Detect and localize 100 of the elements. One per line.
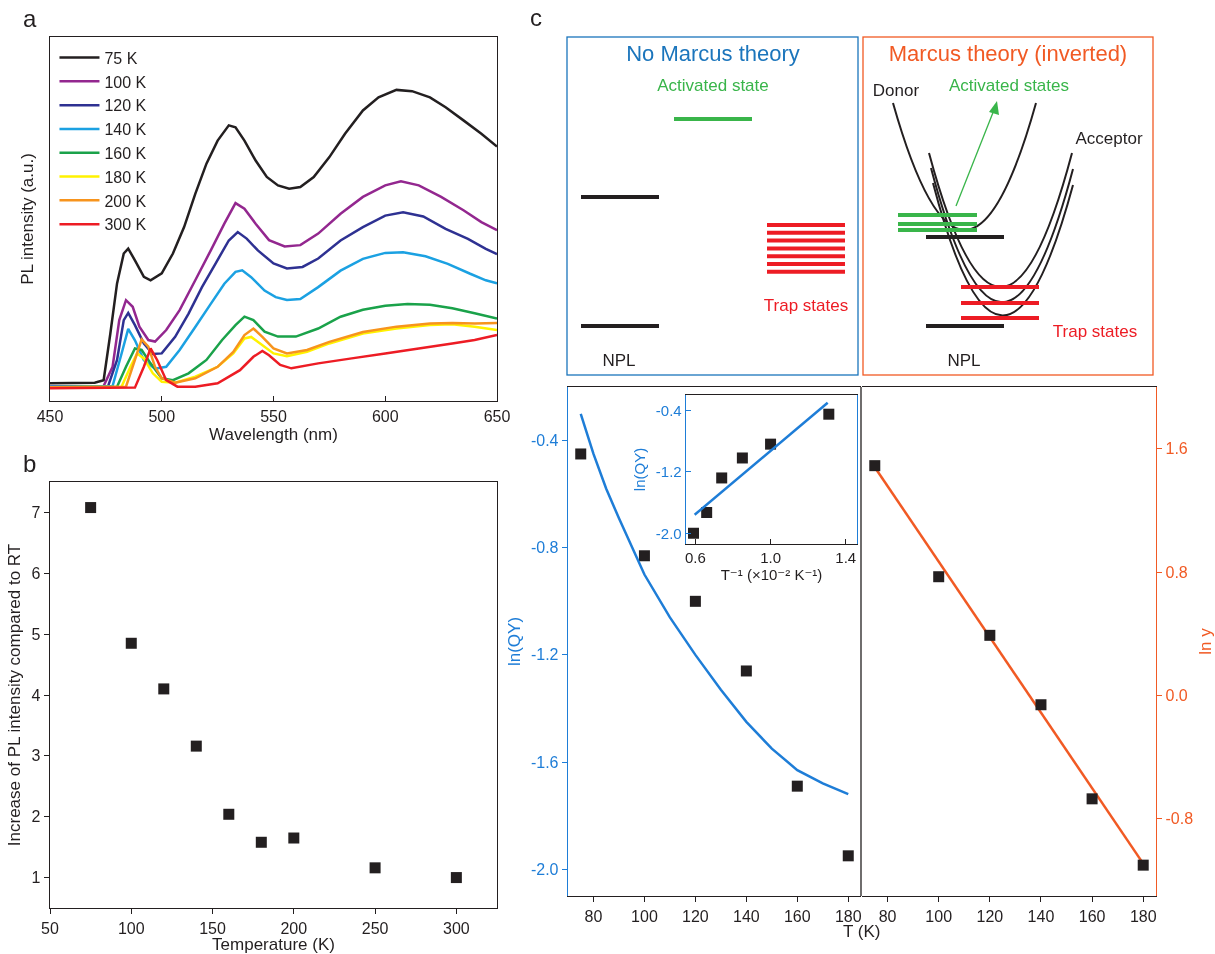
y-tick-label: -0.4: [655, 401, 682, 419]
x-axis-title: Temperature (K): [212, 935, 335, 954]
y-tick-label: 6: [31, 564, 41, 582]
x-tick-label: 550: [260, 407, 287, 425]
y-tick-label: 4: [31, 686, 41, 704]
y-tick-label: -2.0: [655, 524, 682, 542]
y-axis-title: ln(QY): [631, 447, 649, 492]
y-axis-title: ln(QY): [504, 616, 524, 667]
point: [701, 507, 713, 519]
y-tick-label: -1.6: [530, 753, 559, 771]
point: [689, 595, 701, 607]
x-axis-title: T (K): [843, 922, 881, 941]
x-tick-label: 140: [1027, 907, 1055, 925]
point: [736, 452, 748, 464]
x-tick-label: 120: [682, 907, 709, 925]
y-axis-title: Increase of PL intensity compared to RT: [5, 543, 25, 847]
x-tick-label: 0.6: [684, 549, 706, 567]
legend-label: 75 K: [104, 49, 138, 67]
y-tick-label: -1.2: [530, 646, 559, 664]
point: [740, 665, 752, 677]
legend-label: 300 K: [104, 216, 147, 234]
point: [869, 460, 881, 472]
y-tick-label: -2.0: [530, 860, 559, 878]
x-tick-label: 200: [280, 919, 308, 937]
point: [823, 408, 835, 420]
legend-label: 100 K: [104, 73, 147, 91]
point: [190, 740, 202, 752]
point: [933, 571, 945, 583]
y2-axis-title: ln y: [1196, 627, 1215, 655]
point: [1086, 793, 1098, 805]
x-tick-label: 180: [1129, 907, 1157, 925]
y-tick-label: -0.4: [530, 432, 559, 450]
text: Marcus theory (inverted): [888, 41, 1128, 66]
y2-tick-label: 0.8: [1165, 563, 1188, 581]
point: [255, 836, 267, 848]
point: [716, 472, 728, 484]
point: [984, 629, 996, 641]
y2-tick-label: -0.8: [1165, 810, 1194, 828]
y-tick-label: -0.8: [530, 539, 559, 557]
x-tick-label: 600: [371, 407, 399, 425]
text: Acceptor: [1075, 129, 1143, 148]
point: [125, 637, 137, 649]
point: [842, 850, 854, 862]
x-axis-title: Wavelength (nm): [209, 424, 338, 444]
y2-tick-label: 0.0: [1165, 687, 1188, 705]
point: [158, 683, 170, 695]
text: Trap states: [1052, 322, 1138, 341]
x-tick-label: 80: [878, 907, 897, 925]
text: Donor: [872, 81, 920, 100]
x-tick-label: 140: [733, 907, 760, 925]
point: [85, 502, 97, 514]
x-tick-label: 450: [36, 407, 64, 425]
point: [369, 862, 381, 874]
legend-label: 200 K: [104, 192, 147, 210]
x-tick-label: 100: [117, 919, 145, 937]
point: [1137, 859, 1149, 871]
y-tick-label: 7: [31, 504, 41, 522]
x-axis-title: T⁻¹ (×10⁻² K⁻¹): [720, 566, 823, 584]
x-tick-label: 150: [199, 919, 226, 937]
text: Trap states: [763, 296, 849, 315]
point: [223, 808, 235, 820]
legend-label: 120 K: [104, 97, 147, 115]
y-tick-label: 1: [31, 869, 41, 887]
point: [638, 550, 650, 562]
text: Activated state: [657, 76, 769, 95]
y-tick-label: -1.2: [655, 463, 682, 481]
y-tick-label: 2: [31, 808, 41, 826]
x-tick-label: 100: [631, 907, 658, 925]
text: a: [23, 5, 37, 32]
point: [688, 527, 700, 539]
x-tick-label: 160: [783, 907, 811, 925]
x-tick-label: 80: [584, 907, 603, 925]
y2-tick-label: 1.6: [1165, 440, 1188, 458]
x-tick-label: 1.4: [835, 549, 857, 567]
x-tick-label: 650: [483, 407, 511, 425]
text: c: [530, 4, 542, 31]
x-tick-label: 1.0: [760, 549, 781, 567]
y-axis-title: PL intensity (a.u.): [18, 153, 38, 285]
text: NPL: [947, 351, 981, 370]
point: [575, 448, 587, 460]
y-tick-label: 5: [31, 625, 41, 643]
x-tick-label: 100: [925, 907, 953, 925]
text: NPL: [602, 351, 636, 370]
text: b: [23, 450, 37, 477]
x-tick-label: 250: [361, 919, 389, 937]
x-tick-label: 500: [148, 407, 176, 425]
x-tick-label: 120: [976, 907, 1004, 925]
x-tick-label: 50: [41, 919, 59, 937]
legend-label: 160 K: [104, 144, 147, 162]
legend-label: 180 K: [104, 168, 147, 186]
x-tick-label: 300: [443, 919, 470, 937]
text: Activated states: [948, 76, 1070, 95]
text: No Marcus theory: [626, 41, 800, 66]
y-tick-label: 3: [31, 747, 41, 765]
point: [450, 872, 462, 884]
x-tick-label: 180: [834, 907, 862, 925]
point: [1035, 699, 1047, 711]
point: [288, 832, 300, 844]
legend-label: 140 K: [104, 121, 147, 139]
point: [791, 780, 803, 792]
